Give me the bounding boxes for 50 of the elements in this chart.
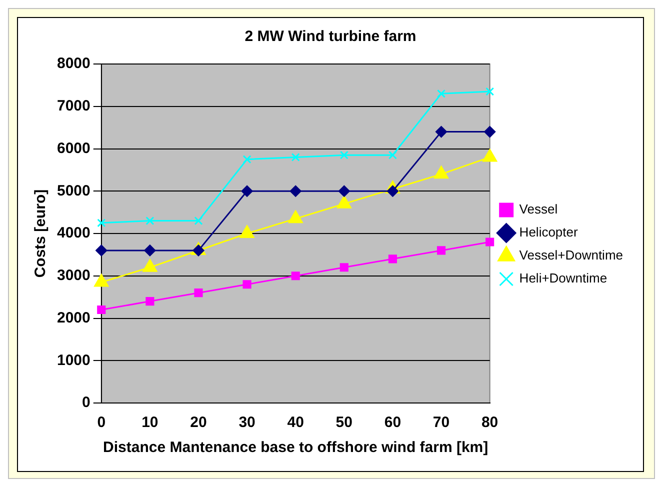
legend-label: Heli+Downtime xyxy=(519,270,608,286)
point xyxy=(388,254,397,264)
x-axis-title: Distance Mantenance base to offshore wind farm [km] xyxy=(103,439,488,456)
point xyxy=(291,272,300,280)
y-tick-label: 0 xyxy=(82,394,90,412)
y-tick-label: 5000 xyxy=(56,182,90,200)
point xyxy=(486,87,494,96)
x-tick-label: 10 xyxy=(142,414,158,432)
y-tick-label: 7000 xyxy=(56,98,90,115)
point xyxy=(436,126,448,138)
x-tick-label: 30 xyxy=(238,414,256,432)
point xyxy=(242,155,252,164)
chart-title: 2 MW Wind turbine farm xyxy=(244,28,416,46)
x-tick-label: 80 xyxy=(481,414,498,432)
point xyxy=(241,185,253,197)
legend-label: Vessel+Downtime xyxy=(519,248,624,263)
point xyxy=(436,246,446,255)
x-tick-label: 70 xyxy=(432,414,450,432)
y-tick-label: 1000 xyxy=(56,352,90,369)
legend-label: Vessel xyxy=(519,202,558,217)
point xyxy=(146,216,154,226)
legend-label: Helicopter xyxy=(519,224,579,240)
x-tick-label: 40 xyxy=(287,414,304,432)
point xyxy=(97,218,106,228)
y-tick-label: 6000 xyxy=(56,140,90,157)
point xyxy=(340,150,348,160)
point xyxy=(486,238,494,246)
y-tick-label: 2000 xyxy=(56,309,90,326)
point xyxy=(194,288,203,298)
x-tick-label: 0 xyxy=(97,414,106,432)
x-tick-label: 60 xyxy=(384,414,402,432)
point xyxy=(96,244,108,256)
y-axis-title: Costs [euro] xyxy=(32,189,50,278)
y-tick-label: 3000 xyxy=(56,267,90,284)
point xyxy=(144,244,156,256)
point xyxy=(340,263,348,272)
point xyxy=(436,89,446,98)
y-tick-label: 8000 xyxy=(56,55,90,72)
point xyxy=(194,216,203,226)
point xyxy=(242,280,252,289)
point xyxy=(484,126,496,138)
point xyxy=(291,152,300,162)
point xyxy=(146,297,154,306)
point xyxy=(388,150,397,160)
point xyxy=(290,185,302,197)
x-tick-label: 50 xyxy=(336,414,352,432)
point xyxy=(338,185,350,197)
x-tick-label: 20 xyxy=(190,414,207,432)
point xyxy=(97,305,106,314)
y-tick-label: 4000 xyxy=(56,224,90,242)
